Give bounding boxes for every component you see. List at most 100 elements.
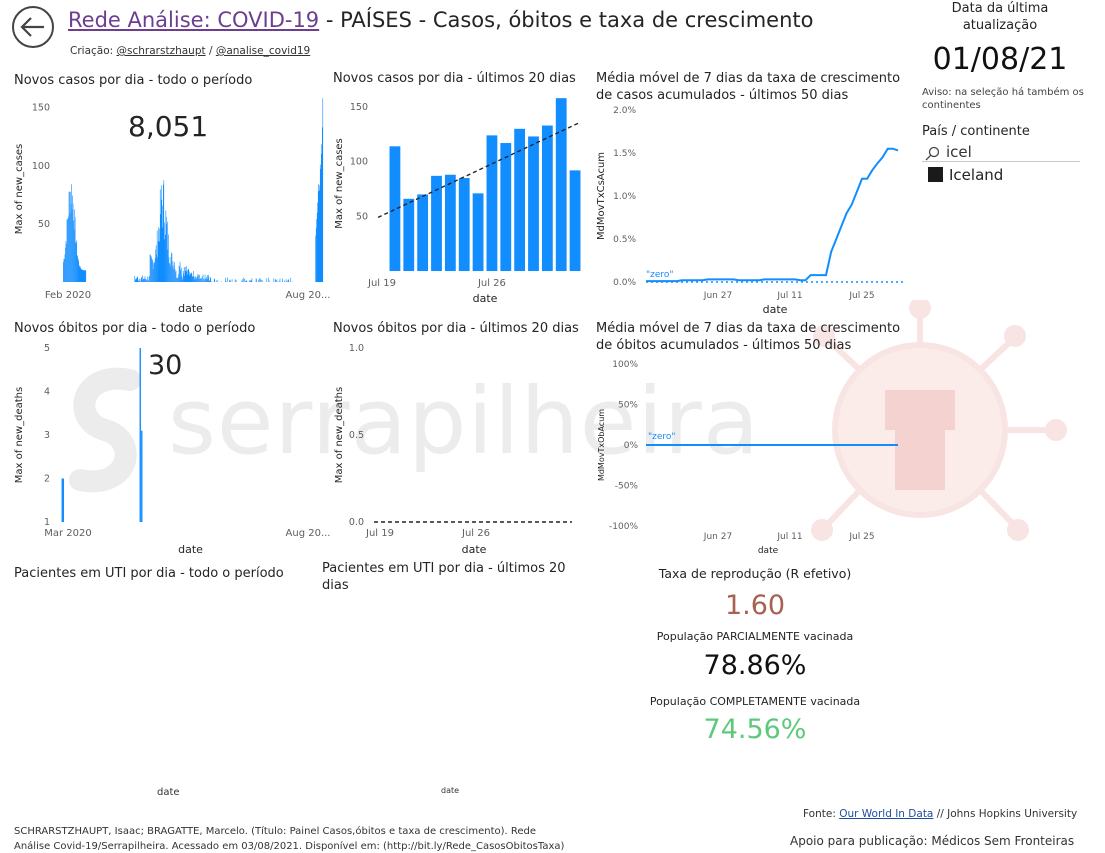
- bar: [204, 274, 206, 282]
- chart-title-growth-cases: Média móvel de 7 dias da taxa de crescim…: [596, 71, 901, 103]
- bar: [138, 281, 139, 282]
- slicer-search-input[interactable]: icel: [922, 143, 1080, 162]
- bar: [285, 279, 287, 282]
- checkbox-checked-icon[interactable]: [928, 167, 943, 182]
- bar: [202, 276, 203, 282]
- bar: [182, 277, 183, 282]
- x-tick-label: Jul 25: [848, 532, 874, 542]
- bar: [154, 258, 156, 282]
- bar: [76, 240, 77, 282]
- bar: [214, 278, 216, 282]
- bar: [68, 216, 69, 282]
- bar: [256, 279, 257, 282]
- bar: [265, 278, 267, 282]
- bar: [168, 257, 170, 282]
- bar: [183, 266, 185, 282]
- bar: [206, 277, 207, 282]
- bar: [134, 275, 136, 282]
- author1-link[interactable]: @schrarstzhaupt: [116, 45, 206, 57]
- bar: [191, 272, 192, 282]
- bar: [177, 277, 179, 282]
- y-axis-label: Max of new_cases: [14, 144, 25, 235]
- back-button[interactable]: [12, 6, 54, 48]
- x-tick-label: Feb 2020: [45, 290, 91, 301]
- bar: [70, 192, 71, 282]
- bar: [140, 279, 142, 282]
- bar: [444, 174, 456, 271]
- bar: [217, 280, 219, 282]
- y-tick-label: 0%: [624, 441, 639, 451]
- bar: [316, 219, 317, 282]
- bar: [320, 168, 322, 282]
- bar: [165, 210, 167, 282]
- bar: [179, 266, 180, 282]
- bar: [161, 199, 163, 282]
- bar: [249, 281, 251, 282]
- bar: [76, 255, 78, 282]
- bar: [279, 278, 281, 282]
- bar: [195, 276, 196, 282]
- creation-sep: /: [205, 45, 216, 57]
- bar: [317, 202, 318, 282]
- title-link[interactable]: Rede Análise: COVID-19: [68, 8, 320, 32]
- bar: [189, 275, 191, 282]
- bar: [75, 242, 77, 282]
- bar: [63, 258, 65, 282]
- author2-link[interactable]: @analise_covid19: [215, 45, 311, 57]
- bar: [150, 255, 151, 282]
- bar: [166, 216, 167, 282]
- bar: [211, 281, 212, 282]
- chart-deaths-last20: 0.0 0.5 1.0 Jul 19 Jul 26 date Max of new_deat…: [334, 343, 572, 556]
- bar: [161, 205, 163, 282]
- bar: [290, 277, 291, 282]
- bar: [200, 278, 202, 282]
- bar: [135, 277, 137, 282]
- deaths-kpi: 30: [148, 350, 183, 381]
- y-tick-label: 4: [44, 387, 50, 398]
- bar: [169, 263, 171, 282]
- bar: [291, 281, 293, 282]
- bar: [431, 175, 442, 271]
- bar: [158, 227, 159, 282]
- bar: [276, 279, 278, 282]
- y-axis-label: MdMovTxObAcum: [597, 409, 606, 481]
- x-tick-label: Jul 26: [477, 278, 506, 289]
- bar: [73, 229, 75, 282]
- icu-all-xlabel: date: [157, 787, 180, 798]
- creation-credits: Criação: @schrarstzhaupt / @analise_covi…: [70, 45, 310, 57]
- arrow-left-icon: [20, 17, 44, 37]
- bar: [213, 279, 215, 282]
- bar: [320, 144, 322, 282]
- bar: [199, 274, 200, 282]
- bar: [164, 222, 165, 282]
- bar: [203, 278, 205, 282]
- bar: [528, 136, 539, 271]
- y-tick-label: 0.0%: [613, 278, 636, 288]
- bar: [282, 278, 283, 282]
- bar: [178, 274, 179, 282]
- chart-title-icu-last20: Pacientes em UTI por dia - últimos 20 di…: [322, 561, 566, 593]
- bar: [184, 275, 185, 282]
- chart-growth-deaths: -100% -50% 0% 50% 100% "zero" Jun 27 Jul 11 Jul …: [597, 360, 898, 556]
- bar: [225, 277, 226, 282]
- bar: [145, 278, 147, 282]
- bar: [79, 266, 81, 282]
- bar: [205, 279, 207, 282]
- bar: [141, 277, 143, 282]
- source-link[interactable]: Our World In Data: [839, 808, 934, 820]
- chart-cases-last20: 50 100 150 Jul 19 Jul 26 date Max of new_cases: [334, 98, 581, 305]
- bar: [156, 230, 158, 282]
- y-tick-label: 2: [44, 474, 50, 485]
- citation-text: SCHRARSTZHAUPT, Isaac; BRAGATTE, Marcelo…: [14, 826, 565, 852]
- source-rest: // Johns Hopkins University: [933, 808, 1078, 820]
- bar: [193, 270, 194, 282]
- bar: [403, 198, 415, 271]
- bar: [78, 261, 79, 282]
- bar: [77, 256, 78, 282]
- slicer-item-iceland[interactable]: Iceland: [928, 166, 1003, 184]
- bar: [83, 270, 85, 282]
- bar: [174, 262, 175, 282]
- bar: [188, 271, 190, 282]
- bar: [288, 279, 289, 282]
- bar: [163, 180, 165, 282]
